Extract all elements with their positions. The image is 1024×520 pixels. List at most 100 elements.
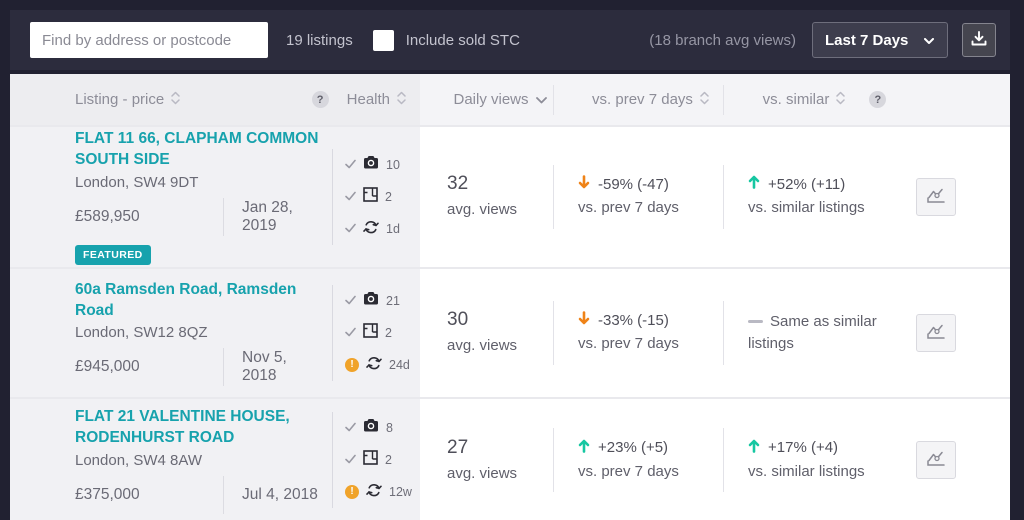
- vs-similar-cell: +52% (+11) vs. similar listings: [723, 127, 901, 267]
- period-select-value: Last 7 Days: [825, 31, 909, 49]
- sort-icon: [836, 91, 846, 109]
- view-chart-button[interactable]: [916, 178, 956, 216]
- arrow-down-icon: [578, 175, 590, 193]
- divider: [223, 348, 224, 387]
- floorplan-icon: [363, 323, 378, 343]
- floorplan-count: 2: [385, 190, 392, 204]
- arrow-up-icon: [748, 439, 760, 457]
- arrow-up-icon: [748, 175, 760, 193]
- floorplan-count: 2: [385, 326, 392, 340]
- listing-price: £375,000: [75, 485, 140, 503]
- listings-table: Listing - price ? Health Daily views vs.…: [10, 74, 1010, 520]
- featured-badge: FEATURED: [75, 244, 151, 265]
- photo-count: 21: [386, 294, 400, 308]
- download-button[interactable]: [962, 23, 996, 57]
- refresh-icon: [366, 355, 382, 375]
- sort-desc-icon: [535, 91, 547, 108]
- vs-prev-label: vs. prev 7 days: [578, 335, 679, 353]
- health-floorplans: 2: [345, 187, 420, 207]
- view-chart-button[interactable]: [916, 314, 956, 352]
- line-chart-icon: [925, 449, 947, 471]
- header-health[interactable]: Health: [346, 91, 390, 108]
- camera-icon: [363, 291, 379, 311]
- warning-icon: !: [345, 358, 359, 372]
- listing-location: London, SW4 9DT: [75, 173, 199, 191]
- listing-health-section: 60a Ramsden Road, Ramsden Road London, S…: [10, 269, 420, 397]
- listing-date: Jan 28, 2019: [242, 198, 293, 234]
- sort-icon[interactable]: [397, 91, 406, 109]
- vs-prev-cell: +23% (+5) vs. prev 7 days: [553, 399, 723, 520]
- photo-count: 8: [386, 421, 393, 436]
- listing-date: Jul 4, 2018: [242, 485, 318, 503]
- vs-prev-value: -59% (-47): [598, 175, 669, 193]
- actions-cell: [901, 269, 1010, 397]
- avg-views-value: 30: [447, 309, 469, 331]
- vs-similar-cell: +17% (+4) vs. similar listings: [723, 399, 901, 520]
- vs-similar-value: +17% (+4): [768, 439, 839, 457]
- help-icon[interactable]: ?: [311, 91, 329, 108]
- actions-cell: [901, 127, 1010, 267]
- listing-title-link[interactable]: FLAT 11 66, CLAPHAM COMMON SOUTH SIDE: [75, 130, 319, 168]
- header-actions: [901, 74, 1010, 125]
- vs-prev-cell: -33% (-15) vs. prev 7 days: [553, 269, 723, 397]
- arrow-down-icon: [578, 311, 590, 329]
- daily-views-cell: 30 avg. views: [420, 269, 553, 397]
- toolbar: 19 listings Include sold STC (18 branch …: [10, 10, 1010, 70]
- listing-cell: FLAT 21 VALENTINE HOUSE, RODENHURST ROAD…: [10, 399, 332, 520]
- header-listing-price[interactable]: Listing - price: [75, 91, 165, 108]
- header-vs-prev[interactable]: vs. prev 7 days: [553, 74, 723, 125]
- divider: [223, 197, 224, 236]
- header-daily-views[interactable]: Daily views: [420, 74, 553, 125]
- period-select[interactable]: Last 7 Days: [812, 22, 948, 58]
- chevron-down-icon: [924, 32, 935, 49]
- listing-row: FLAT 21 VALENTINE HOUSE, RODENHURST ROAD…: [10, 397, 1010, 520]
- branch-avg-note: (18 branch avg views): [649, 31, 796, 49]
- line-chart-icon: [925, 186, 947, 208]
- health-photos: 21: [345, 291, 420, 311]
- health-floorplans: 2: [345, 323, 420, 343]
- arrow-up-icon: [578, 439, 590, 457]
- vs-similar-value: +52% (+11): [768, 175, 846, 193]
- floorplan-icon: [363, 187, 378, 207]
- search-input[interactable]: [30, 22, 268, 58]
- include-sold-label: Include sold STC: [405, 31, 520, 49]
- help-icon[interactable]: ?: [869, 91, 887, 108]
- sort-icon: [700, 91, 709, 109]
- listing-row: FLAT 11 66, CLAPHAM COMMON SOUTH SIDE Lo…: [10, 125, 1010, 267]
- refresh-age: 1d: [386, 222, 400, 236]
- header-vs-similar[interactable]: vs. similar ?: [723, 74, 901, 125]
- avg-views-value: 27: [447, 436, 469, 458]
- listing-date: Nov 5, 2018: [242, 349, 287, 385]
- warning-icon: !: [345, 485, 359, 500]
- health-cell: 10 2 1d: [332, 127, 420, 267]
- listing-health-section: FLAT 11 66, CLAPHAM COMMON SOUTH SIDE Lo…: [10, 127, 420, 267]
- health-photos: 10: [345, 155, 420, 175]
- daily-views-cell: 27 avg. views: [420, 399, 553, 520]
- table-header-row: Listing - price ? Health Daily views vs.…: [10, 74, 1010, 125]
- listing-title-link[interactable]: FLAT 21 VALENTINE HOUSE, RODENHURST ROAD: [75, 408, 290, 446]
- include-sold-checkbox[interactable]: [372, 29, 394, 51]
- vs-prev-value: +23% (+5): [598, 439, 669, 457]
- refresh-icon: [363, 219, 379, 239]
- vs-prev-cell: -59% (-47) vs. prev 7 days: [553, 127, 723, 267]
- check-icon: [345, 451, 356, 469]
- avg-views-label: avg. views: [447, 464, 518, 482]
- floorplan-count: 2: [385, 453, 392, 468]
- view-chart-button[interactable]: [916, 441, 956, 480]
- listing-cell: 60a Ramsden Road, Ramsden Road London, S…: [10, 269, 332, 397]
- vs-similar-value: Same as similar listings: [748, 312, 877, 353]
- daily-views-cell: 32 avg. views: [420, 127, 553, 267]
- price-date-row: £375,000 Jul 4, 2018: [75, 475, 324, 514]
- camera-icon: [363, 155, 379, 175]
- listing-cell: FLAT 11 66, CLAPHAM COMMON SOUTH SIDE Lo…: [10, 127, 332, 267]
- vs-similar-label: vs. similar listings: [748, 199, 865, 217]
- listing-health-section: FLAT 21 VALENTINE HOUSE, RODENHURST ROAD…: [10, 399, 420, 520]
- avg-views-label: avg. views: [447, 201, 518, 219]
- listing-title-link[interactable]: 60a Ramsden Road, Ramsden Road: [75, 280, 297, 319]
- listing-price: £945,000: [75, 358, 140, 376]
- check-icon: [345, 220, 356, 238]
- vs-prev-label: vs. prev 7 days: [578, 199, 679, 217]
- sort-icon[interactable]: [171, 91, 180, 109]
- floorplan-icon: [363, 450, 378, 470]
